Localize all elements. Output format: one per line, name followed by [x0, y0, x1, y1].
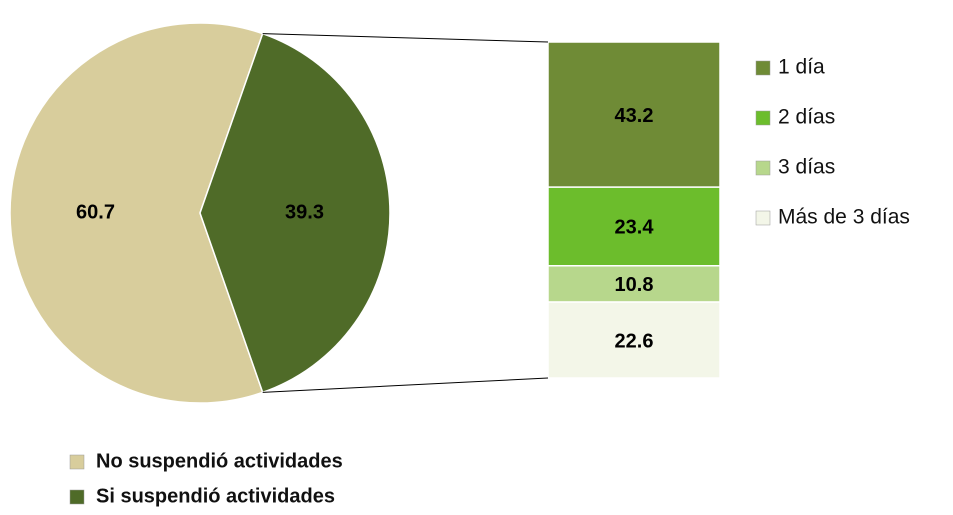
legend-swatch	[69, 489, 85, 505]
data-label: 43.2	[615, 105, 654, 127]
legend-label: 2 días	[778, 106, 835, 129]
connector	[262, 377, 549, 393]
pie-slice	[199, 32, 391, 394]
legend-label: No suspendió actividades	[96, 450, 343, 472]
legend-label: Más de 3 días	[778, 206, 910, 229]
legend-swatch	[755, 210, 771, 226]
bar-segment	[547, 41, 721, 188]
legend-swatch	[755, 60, 771, 76]
data-label: 39.3	[285, 201, 324, 223]
pie-slice	[9, 22, 264, 404]
legend-label: Si suspendió actividades	[96, 485, 335, 507]
connector	[262, 33, 549, 43]
legend-label: 1 día	[778, 56, 825, 79]
legend-swatch	[69, 454, 85, 470]
data-label: 22.6	[615, 330, 654, 352]
legend-swatch	[755, 110, 771, 126]
data-label: 60.7	[76, 201, 115, 223]
data-label: 10.8	[615, 274, 654, 296]
legend-label: 3 días	[778, 156, 835, 179]
bar-segment	[547, 301, 721, 379]
data-label: 23.4	[615, 217, 655, 239]
legend-swatch	[755, 160, 771, 176]
